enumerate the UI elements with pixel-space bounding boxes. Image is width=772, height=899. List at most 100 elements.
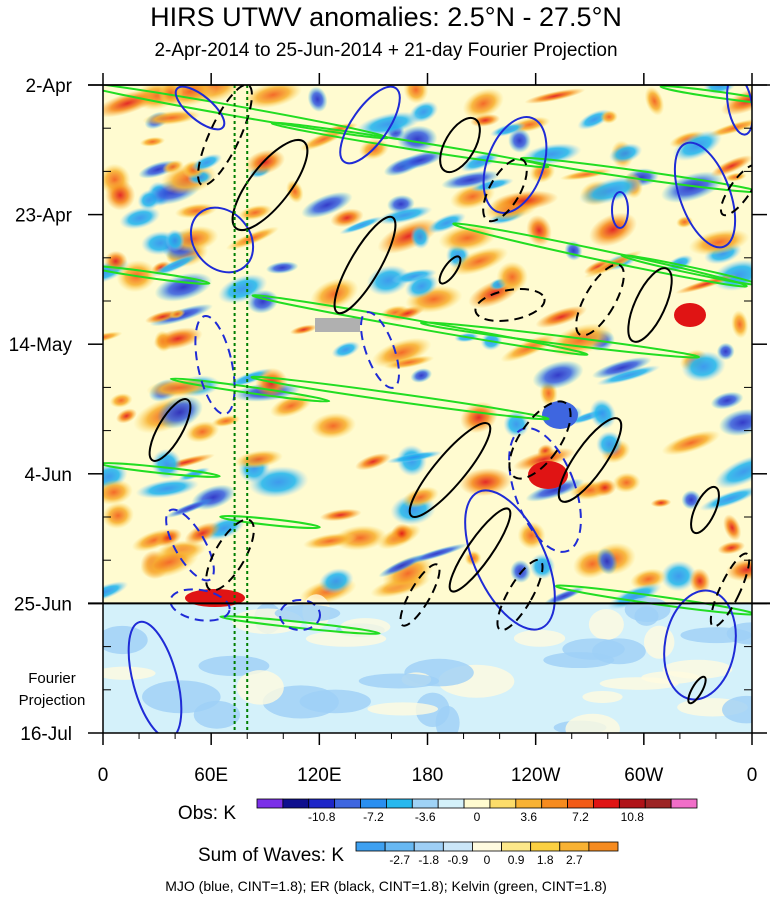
wave-contour — [279, 599, 321, 631]
anomaly-blob — [464, 550, 482, 567]
anomaly-blob — [153, 327, 203, 350]
anomaly-blob — [724, 172, 747, 182]
wave-contour — [250, 375, 550, 421]
anomaly-blob — [699, 486, 752, 511]
wave-contour — [663, 589, 737, 701]
sum-colorbar-tick-label: 0 — [484, 853, 491, 867]
anomaly-blob — [146, 377, 213, 398]
anomaly-blob — [441, 170, 500, 190]
anomaly-blob — [243, 85, 303, 109]
anomaly-blob — [301, 191, 353, 219]
obs-colorbar-swatch — [308, 798, 336, 809]
wave-contour — [690, 485, 720, 535]
anomaly-blob — [681, 351, 726, 383]
projection-blob — [193, 700, 241, 729]
anomaly-blob — [318, 568, 354, 594]
anomaly-blob — [596, 547, 618, 575]
sum-colorbar-swatch — [355, 841, 386, 852]
anomaly-blob — [517, 521, 546, 550]
obs-colorbar-tick-label: 7.2 — [572, 810, 589, 824]
obs-colorbar-tick-label: 10.8 — [621, 810, 645, 824]
anomaly-blob — [410, 225, 430, 250]
anomaly-blob — [174, 203, 218, 219]
anomaly-blob — [165, 229, 185, 252]
anomaly-blob — [450, 246, 509, 276]
anomaly-blob — [460, 401, 498, 434]
anomaly-blob — [237, 204, 273, 221]
anomaly-blob — [355, 452, 391, 471]
anomaly-blob — [689, 568, 711, 594]
anomaly-blob — [559, 168, 613, 181]
obs-colorbar-label: Obs: K — [178, 803, 236, 824]
anomaly-blob — [157, 395, 203, 429]
anomaly-blob — [310, 277, 359, 311]
sum-colorbar-tick-label: -1.8 — [418, 853, 439, 867]
anomaly-blob — [650, 498, 672, 508]
obs-colorbar-swatch — [567, 798, 594, 809]
obs-colorbar-tick-label: -7.2 — [363, 810, 384, 824]
anomaly-blob — [535, 305, 587, 329]
sum-colorbar-swatch — [501, 841, 532, 852]
anomaly-blob — [542, 401, 578, 429]
wave-contour — [103, 265, 211, 285]
wave-contour — [333, 215, 397, 315]
projection-label: Fourier Projection — [2, 668, 102, 712]
anomaly-blob — [139, 136, 166, 147]
projection-blob — [662, 659, 733, 679]
anomaly-blob — [600, 110, 618, 124]
anomaly-blob — [319, 508, 362, 522]
anomaly-blob — [331, 341, 360, 359]
projection-blob — [367, 702, 439, 716]
anomaly-blob — [139, 546, 199, 579]
obs-colorbar-swatch — [618, 798, 646, 809]
obs-colorbar-swatch — [644, 798, 672, 809]
wave-contour — [508, 427, 582, 553]
obs-colorbar-swatch — [541, 798, 568, 809]
anomaly-blob — [286, 179, 304, 204]
anomaly-blob — [116, 408, 137, 424]
x-tick-label: 60W — [624, 765, 663, 786]
wave-contour — [408, 422, 492, 518]
anomaly-blob — [666, 254, 694, 273]
projection-label-line2: Projection — [18, 692, 86, 709]
anomaly-blob — [184, 522, 221, 545]
anomaly-blob — [103, 581, 129, 603]
anomaly-blob — [289, 324, 318, 335]
anomaly-blob — [303, 532, 358, 550]
anomaly-blob — [460, 151, 500, 172]
projection-label-line1: Fourier — [28, 670, 76, 687]
obs-colorbar-swatch — [670, 798, 698, 809]
anomaly-blob — [103, 89, 160, 118]
anomaly-blob — [142, 110, 201, 126]
anomaly-blob — [490, 122, 526, 137]
obs-colorbar-swatch — [386, 798, 413, 809]
wave-contour — [438, 255, 462, 285]
obs-colorbar-swatch — [489, 798, 517, 809]
anomaly-blob — [410, 368, 433, 383]
wave-contour — [719, 163, 752, 217]
anomaly-blob — [612, 472, 641, 493]
anomaly-blob — [508, 128, 531, 153]
obs-colorbar-swatch — [282, 798, 310, 809]
wave-contour — [339, 85, 401, 165]
anomaly-blob — [339, 216, 384, 235]
anomaly-blob — [371, 337, 432, 368]
anomaly-blob — [725, 558, 752, 582]
sum-colorbar-tick-label: -2.7 — [389, 853, 410, 867]
wave-contour — [174, 85, 226, 131]
anomaly-blob — [718, 408, 752, 437]
wave-contour — [165, 508, 215, 582]
anomaly-blob — [688, 229, 750, 256]
wave-contour — [482, 116, 548, 214]
anomaly-blob — [211, 415, 241, 427]
anomaly-blob — [307, 86, 328, 112]
obs-colorbar-swatch — [463, 798, 491, 809]
obs-colorbar-swatch — [411, 798, 439, 809]
anomaly-blob — [103, 479, 133, 505]
projection-blob — [103, 666, 156, 680]
anomaly-blob — [155, 528, 182, 547]
anomaly-blob — [387, 194, 415, 214]
sum-colorbar-swatch — [530, 841, 561, 852]
x-tick-label: 120E — [297, 765, 341, 786]
